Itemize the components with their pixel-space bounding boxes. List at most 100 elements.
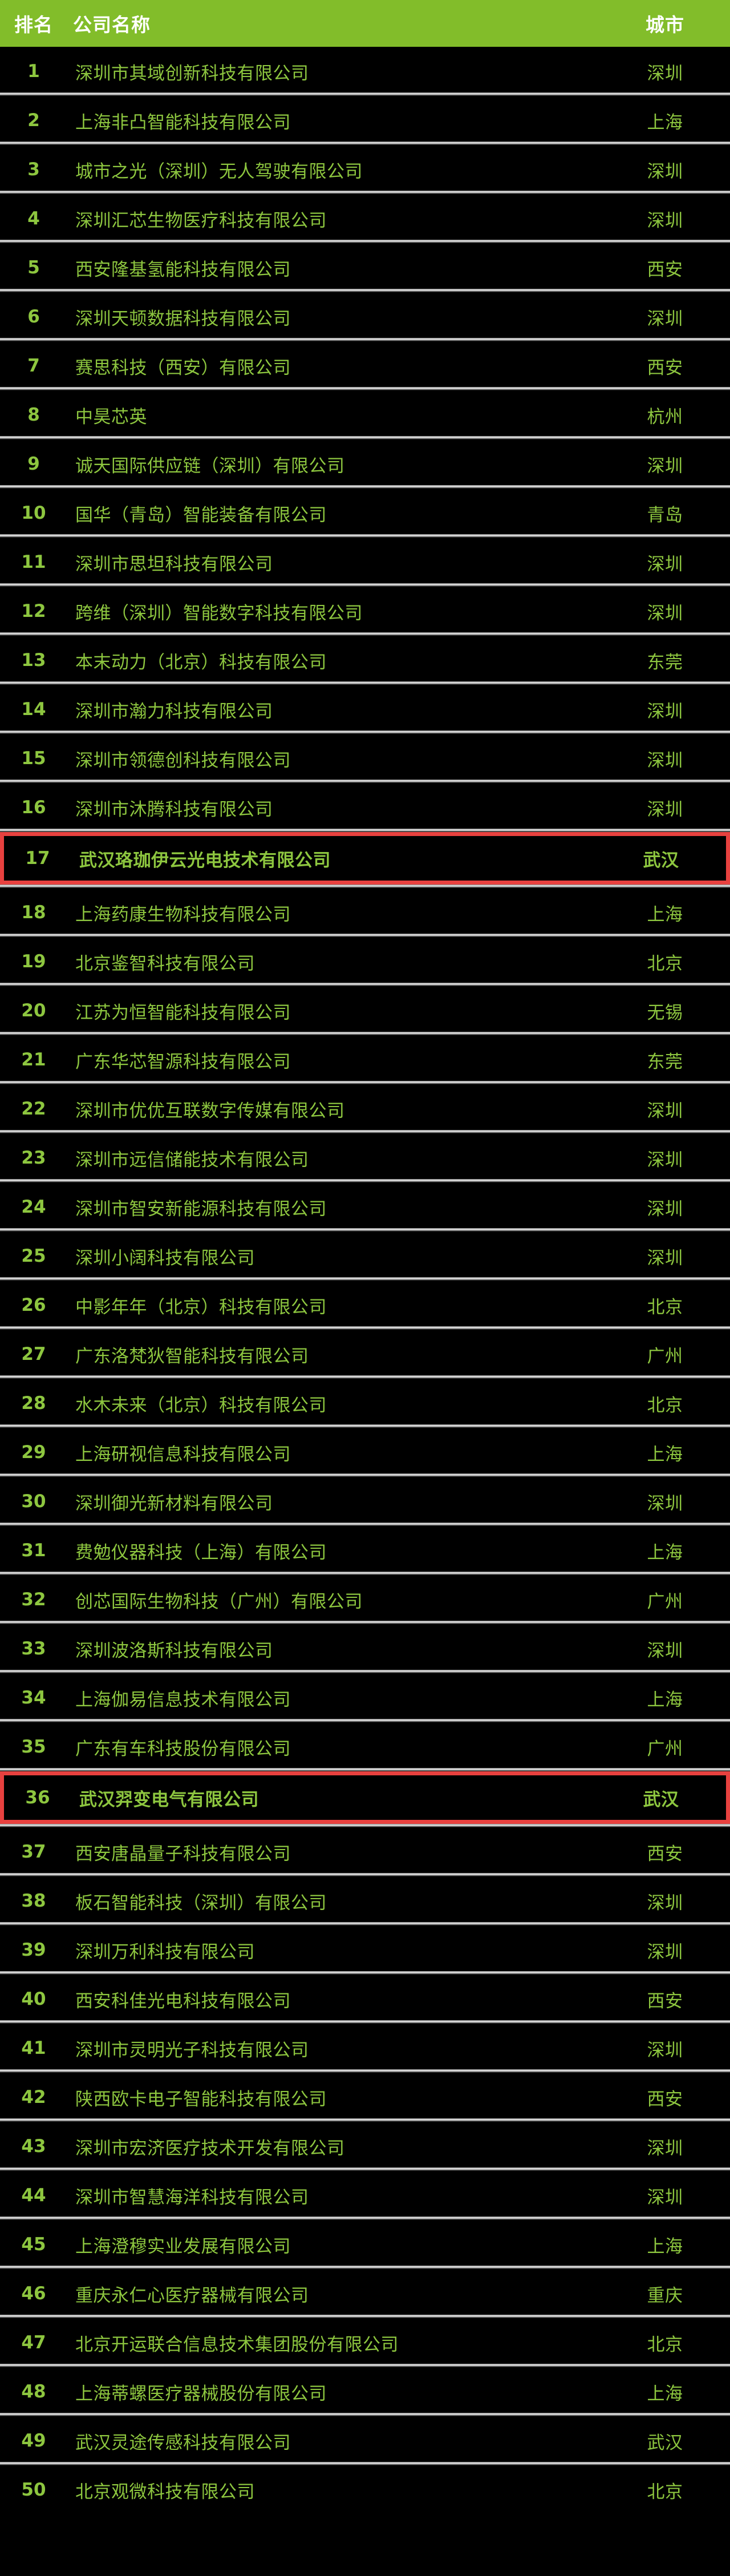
table-row[interactable]: 13 本末动力（北京）科技有限公司 东莞 [0,636,730,685]
table-row[interactable]: 10 国华（青岛）智能装备有限公司 青岛 [0,488,730,538]
cell-company-name: 广东华芯智源科技有限公司 [75,1051,291,1072]
table-row[interactable]: 4 深圳汇芯生物医疗科技有限公司 深圳 [0,194,730,243]
cell-company-name: 上海研视信息科技有限公司 [75,1444,291,1465]
cell-company-name: 深圳市远信储能技术有限公司 [75,1149,309,1170]
table-row[interactable]: 41 深圳市灵明光子科技有限公司 深圳 [0,2024,730,2073]
cell-company-name: 深圳万利科技有限公司 [75,1941,255,1963]
table-row[interactable]: 35 广东有车科技股份有限公司 广州 [0,1722,730,1771]
table-row[interactable]: 18 上海药康生物科技有限公司 上海 [0,888,730,937]
table-row[interactable]: 43 深圳市宏济医疗技术开发有限公司 深圳 [0,2122,730,2171]
cell-city: 深圳 [647,1100,683,1121]
table-row[interactable]: 50 北京观微科技有限公司 北京 [0,2465,730,2514]
cell-rank: 47 [21,2332,46,2353]
cell-company-name: 武汉珞珈伊云光电技术有限公司 [79,850,331,871]
cell-city: 重庆 [647,2285,683,2306]
table-row[interactable]: 7 赛思科技（西安）有限公司 西安 [0,341,730,390]
table-row[interactable]: 29 上海研视信息科技有限公司 上海 [0,1428,730,1477]
table-row[interactable]: 28 水木未来（北京）科技有限公司 北京 [0,1379,730,1428]
table-row[interactable]: 45 上海澄穆实业发展有限公司 上海 [0,2220,730,2269]
table-row[interactable]: 30 深圳御光新材料有限公司 深圳 [0,1477,730,1526]
table-row[interactable]: 44 深圳市智慧海洋科技有限公司 深圳 [0,2171,730,2220]
cell-rank: 15 [21,748,46,769]
table-row[interactable]: 8 中昊芯英 杭州 [0,390,730,439]
cell-rank: 28 [21,1393,46,1414]
cell-rank: 31 [21,1540,46,1561]
table-row[interactable]: 1 深圳市其域创新科技有限公司 深圳 [0,47,730,96]
table-row[interactable]: 37 西安唐晶量子科技有限公司 西安 [0,1827,730,1876]
table-row[interactable]: 2 上海非凸智能科技有限公司 上海 [0,96,730,145]
cell-company-name: 广东洛梵狄智能科技有限公司 [75,1346,309,1367]
cell-city: 深圳 [647,2040,683,2061]
cell-company-name: 深圳市思坦科技有限公司 [75,554,273,575]
table-row[interactable]: 46 重庆永仁心医疗器械有限公司 重庆 [0,2269,730,2318]
table-row-highlighted[interactable]: 36 武汉羿变电气有限公司 武汉 [0,1771,730,1824]
table-row[interactable]: 14 深圳市瀚力科技有限公司 深圳 [0,685,730,734]
cell-rank: 42 [21,2087,46,2107]
table-row[interactable]: 32 创芯国际生物科技（广州）有限公司 广州 [0,1575,730,1624]
table-row[interactable]: 42 陕西欧卡电子智能科技有限公司 西安 [0,2073,730,2122]
column-header-rank: 排名 [14,14,53,36]
cell-company-name: 本末动力（北京）科技有限公司 [75,652,327,673]
table-row[interactable]: 34 上海伽易信息技术有限公司 上海 [0,1673,730,1722]
table-row[interactable]: 31 费勉仪器科技（上海）有限公司 上海 [0,1526,730,1575]
table-row[interactable]: 24 深圳市智安新能源科技有限公司 深圳 [0,1182,730,1232]
cell-city: 西安 [647,259,683,280]
cell-rank: 36 [25,1787,50,1808]
cell-city: 杭州 [647,406,683,427]
table-row[interactable]: 20 江苏为恒智能科技有限公司 无锡 [0,986,730,1035]
cell-company-name: 深圳御光新材料有限公司 [75,1493,273,1514]
table-row[interactable]: 38 板石智能科技（深圳）有限公司 深圳 [0,1876,730,1925]
cell-rank: 16 [21,797,46,818]
cell-rank: 40 [21,1989,46,2009]
cell-rank: 50 [21,2480,46,2500]
table-row[interactable]: 16 深圳市沐腾科技有限公司 深圳 [0,783,730,832]
cell-company-name: 中影年年（北京）科技有限公司 [75,1297,327,1318]
table-row[interactable]: 48 上海蒂螺医疗器械股份有限公司 上海 [0,2367,730,2416]
cell-company-name: 武汉羿变电气有限公司 [79,1789,259,1810]
table-row[interactable]: 3 城市之光（深圳）无人驾驶有限公司 深圳 [0,145,730,194]
cell-rank: 32 [21,1589,46,1610]
table-row[interactable]: 12 跨维（深圳）智能数字科技有限公司 深圳 [0,587,730,636]
table-row-highlighted[interactable]: 17 武汉珞珈伊云光电技术有限公司 武汉 [0,832,730,885]
cell-rank: 35 [21,1737,46,1757]
cell-rank: 29 [21,1442,46,1463]
table-row[interactable]: 27 广东洛梵狄智能科技有限公司 广州 [0,1330,730,1379]
table-row[interactable]: 5 西安隆基氢能科技有限公司 西安 [0,243,730,292]
table-row[interactable]: 11 深圳市思坦科技有限公司 深圳 [0,538,730,587]
cell-company-name: 武汉灵途传感科技有限公司 [75,2432,291,2453]
table-row[interactable]: 19 北京鉴智科技有限公司 北京 [0,937,730,986]
row-separator [0,1824,730,1827]
table-row[interactable]: 21 广东华芯智源科技有限公司 东莞 [0,1035,730,1084]
cell-city: 东莞 [647,1051,683,1072]
table-row[interactable]: 6 深圳天顿数据科技有限公司 深圳 [0,292,730,341]
cell-company-name: 上海药康生物科技有限公司 [75,904,291,925]
cell-rank: 21 [21,1049,46,1070]
cell-rank: 1 [27,61,40,82]
table-row[interactable]: 9 诚天国际供应链（深圳）有限公司 深圳 [0,439,730,488]
cell-company-name: 深圳市沐腾科技有限公司 [75,799,273,820]
table-row[interactable]: 26 中影年年（北京）科技有限公司 北京 [0,1281,730,1330]
table-row[interactable]: 47 北京开运联合信息技术集团股份有限公司 北京 [0,2318,730,2367]
cell-company-name: 上海非凸智能科技有限公司 [75,112,291,133]
cell-company-name: 国华（青岛）智能装备有限公司 [75,504,327,526]
table-row[interactable]: 25 深圳小阔科技有限公司 深圳 [0,1232,730,1281]
cell-city: 深圳 [647,210,683,231]
cell-city: 青岛 [647,504,683,526]
table-body: 1 深圳市其域创新科技有限公司 深圳 2 上海非凸智能科技有限公司 上海 3 城市之光（深圳）… [0,47,730,2514]
cell-city: 深圳 [647,2138,683,2159]
cell-city: 深圳 [647,2187,683,2208]
table-row[interactable]: 15 深圳市领德创科技有限公司 深圳 [0,734,730,783]
table-row[interactable]: 49 武汉灵途传感科技有限公司 武汉 [0,2416,730,2465]
cell-rank: 7 [27,356,40,376]
cell-city: 北京 [647,2334,683,2355]
cell-city: 深圳 [647,554,683,575]
table-row[interactable]: 40 西安科佳光电科技有限公司 西安 [0,1975,730,2024]
cell-rank: 22 [21,1099,46,1119]
table-row[interactable]: 22 深圳市优优互联数字传媒有限公司 深圳 [0,1084,730,1133]
table-row[interactable]: 39 深圳万利科技有限公司 深圳 [0,1925,730,1975]
table-row[interactable]: 23 深圳市远信储能技术有限公司 深圳 [0,1133,730,1182]
table-row[interactable]: 33 深圳波洛斯科技有限公司 深圳 [0,1624,730,1673]
cell-rank: 8 [27,405,40,425]
cell-company-name: 深圳市领德创科技有限公司 [75,750,291,771]
